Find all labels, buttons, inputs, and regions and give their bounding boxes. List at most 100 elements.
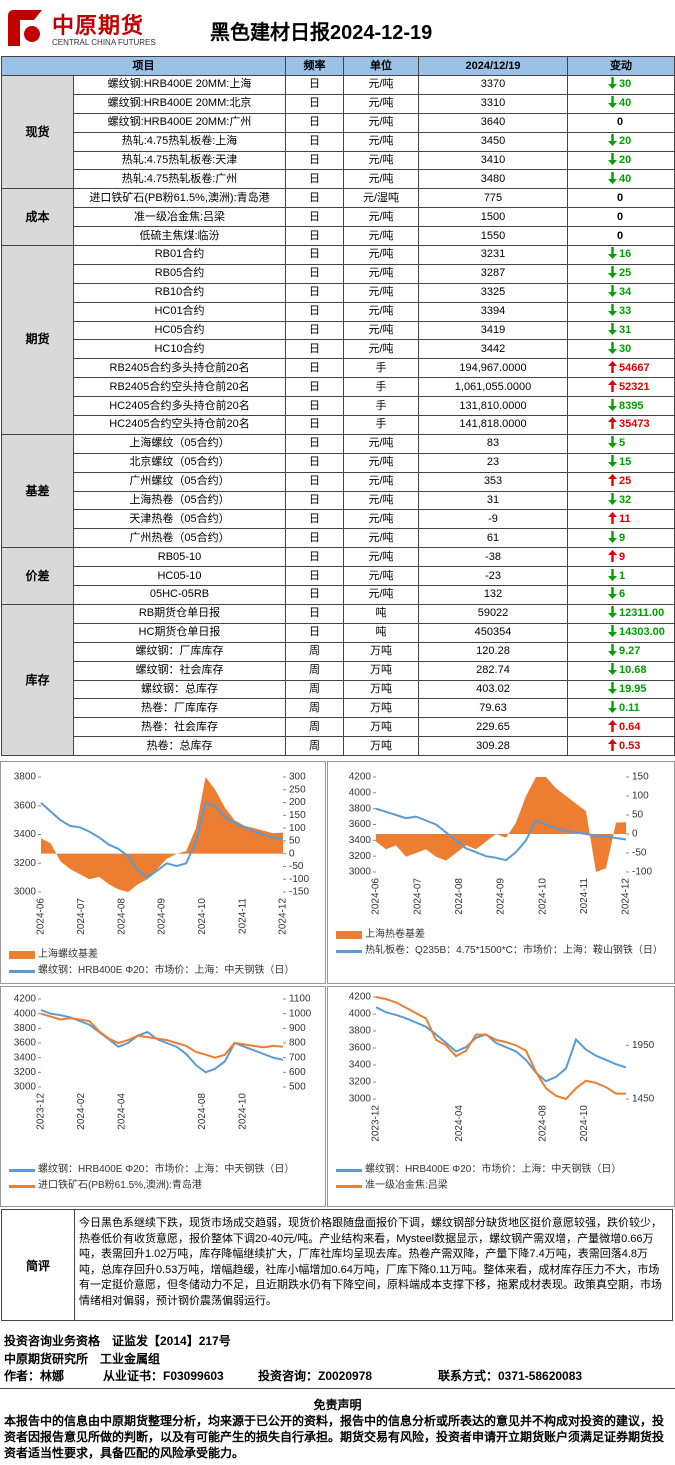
table-row: 螺纹钢:HRB400E 20MM:北京日元/吨 3310 40 xyxy=(2,93,675,114)
item-cell: HC05-10 xyxy=(73,566,286,587)
change-value: 19.95 xyxy=(619,682,647,695)
chart: 3000 3200 3400 3600 3800 4000 4200 500 600 700 800… xyxy=(0,986,326,1207)
group-cell: 价差 xyxy=(1,547,74,605)
unit-cell: 元/吨 xyxy=(343,320,419,341)
legend: 螺纹钢：HRB400E Φ20：市场价：上海：中天钢铁（日） 准一级冶金焦:吕梁 xyxy=(336,1163,668,1195)
value-cell: 131,810.0000 xyxy=(418,396,568,417)
freq-cell: 周 xyxy=(285,641,344,662)
unit-cell: 元/湿吨 xyxy=(343,188,419,209)
freq-cell: 日 xyxy=(285,339,344,360)
value-cell: 309.28 xyxy=(418,736,568,757)
legend-swatch xyxy=(336,1169,362,1172)
freq-cell: 日 xyxy=(285,528,344,549)
freq-cell: 周 xyxy=(285,698,344,719)
freq-cell: 日 xyxy=(285,396,344,417)
change-value: 0 xyxy=(617,229,624,242)
table-row: 热轧:4.75热轧板卷:天津日元/吨 3410 20 xyxy=(2,150,675,171)
y-tick-label: 3800 xyxy=(349,803,372,814)
legend-label: 上海热卷基差 xyxy=(365,929,425,940)
change-cell: 34 xyxy=(567,282,675,303)
group-cell: 现货 xyxy=(1,74,74,190)
unit-cell: 万吨 xyxy=(343,736,419,757)
arrow-shape xyxy=(608,700,617,713)
divider xyxy=(0,1388,675,1389)
change-value: 8395 xyxy=(619,399,644,412)
change-cell: 14303.00 xyxy=(567,622,675,643)
y2-tick-label: 500 xyxy=(289,1082,306,1093)
arrow-down xyxy=(608,153,617,165)
x-tick-label: 2024-08 xyxy=(537,1105,548,1142)
change-value: 31 xyxy=(619,324,632,337)
line xyxy=(375,1006,627,1083)
change-cell: 1 xyxy=(567,566,675,587)
arrow-down xyxy=(608,398,617,411)
legend-label: 准一级冶金焦:吕梁 xyxy=(365,1180,448,1191)
line xyxy=(40,1009,284,1074)
change-value: 0.64 xyxy=(619,720,641,733)
freq-cell: 日 xyxy=(285,452,344,473)
y-tick-label: 3000 xyxy=(14,1082,37,1093)
y-tick-label: 3000 xyxy=(14,887,37,898)
value-cell: 3410 xyxy=(418,150,568,171)
y2-tick-label: 150 xyxy=(289,810,306,821)
legend: 上海螺纹基差 螺纹钢：HRB400E Φ20：市场价：上海：中天钢铁（日） xyxy=(9,948,319,980)
legend-swatch xyxy=(9,970,35,973)
freq-cell: 日 xyxy=(285,358,344,379)
line xyxy=(40,1012,284,1059)
value-cell: 3231 xyxy=(418,245,568,265)
arrow-shape xyxy=(608,587,617,600)
chart-svg: 3000 3200 3400 3600 3800 -150 -100 -50 050 100 150… xyxy=(14,772,310,935)
arrow-shape xyxy=(608,304,617,317)
change-value: 25 xyxy=(619,475,632,488)
unit-cell: 元/吨 xyxy=(343,112,419,133)
change-value: 1 xyxy=(619,569,626,582)
legend-swatch xyxy=(9,951,35,959)
arrow-up xyxy=(608,360,617,373)
arrow-shape xyxy=(608,171,617,184)
change-value: 15 xyxy=(619,456,632,469)
change-value: 0 xyxy=(617,116,624,129)
unit-cell: 元/吨 xyxy=(343,150,419,171)
arrow-shape xyxy=(608,134,617,147)
y-tick-label: 3200 xyxy=(14,858,37,869)
table-row: 热卷：总库存周万吨 309.28 0.53 xyxy=(2,736,675,757)
x-tick-label: 2023-12 xyxy=(371,1105,382,1142)
table-row: 成本 进口铁矿石(PB粉61.5%,澳洲):青岛港日元/湿吨 775 0 xyxy=(1,188,675,247)
y-tick-label: 3600 xyxy=(349,819,372,830)
item-cell: HC2405合约空头持仓前20名 xyxy=(73,415,286,435)
table-row: 准一级冶金焦:吕梁日元/吨 1500 0 xyxy=(2,207,675,228)
change-value: 0 xyxy=(617,191,624,204)
table-row: 广州热卷（05合约）日元/吨 61 9 xyxy=(2,528,675,549)
value-cell: 1550 xyxy=(418,226,568,247)
change-cell: 0 xyxy=(567,112,675,133)
freq-cell: 日 xyxy=(285,226,344,247)
freq-cell: 日 xyxy=(285,320,344,341)
logo-dot xyxy=(24,26,40,42)
line xyxy=(40,801,284,879)
y-tick-label: 3200 xyxy=(14,1067,37,1078)
y2-tick-label: 50 xyxy=(289,836,301,847)
value-cell: 353 xyxy=(418,471,568,492)
table-row: 广州螺纹（05合约）日元/吨 353 25 xyxy=(2,471,675,492)
value-cell: 775 xyxy=(418,188,568,209)
arrow-down xyxy=(608,606,617,619)
change-cell: 0.64 xyxy=(567,717,675,738)
change-cell: 20 xyxy=(567,131,675,152)
item-cell: 热卷：社会库存 xyxy=(73,717,286,738)
legend-entry: 上海螺纹基差 xyxy=(9,948,319,962)
value-cell: -38 xyxy=(418,547,568,568)
legend-swatch xyxy=(9,1185,35,1188)
chart: 3000 3200 3400 3600 3800 4000 4200 -100 -50 0 50 10… xyxy=(327,761,675,984)
legend-swatch xyxy=(336,950,362,953)
arrow-shape xyxy=(608,247,617,260)
item-cell: RB10合约 xyxy=(73,282,286,303)
item-cell: 低硫主焦煤:临汾 xyxy=(73,226,286,247)
item-cell: 北京螺纹（05合约） xyxy=(73,452,286,473)
value-cell: 403.02 xyxy=(418,679,568,700)
freq-cell: 日 xyxy=(285,490,344,511)
item-cell: RB05合约 xyxy=(73,263,286,284)
value-cell: 3370 xyxy=(418,75,568,95)
comment-box: 简评 今日黑色系继续下跌，现货市场成交趋弱，现货价格跟随盘面报价下调，螺纹钢部分… xyxy=(1,1209,673,1321)
change-value: 5 xyxy=(619,437,626,450)
table-row: 热轧:4.75热轧板卷:广州日元/吨 3480 40 xyxy=(2,169,675,190)
